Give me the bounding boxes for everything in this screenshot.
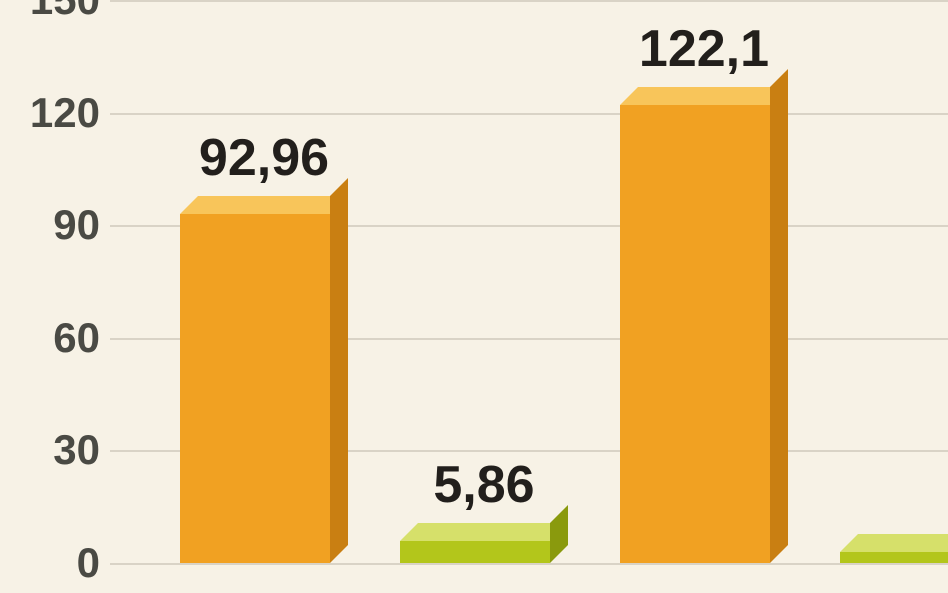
gridline [110, 0, 948, 2]
bar [400, 541, 550, 563]
bar-top [400, 523, 568, 541]
bar-side [770, 69, 788, 563]
y-tick-label: 30 [0, 426, 100, 474]
bar-front [840, 552, 948, 563]
y-tick-label: 120 [0, 89, 100, 137]
y-tick-label: 90 [0, 201, 100, 249]
y-tick-label: 150 [0, 0, 100, 24]
bar-front [180, 214, 330, 563]
gridline [110, 563, 948, 565]
bar-top [180, 196, 348, 214]
bar-chart: 92,96 5,86 122,1 0 30 60 90 120 150 [0, 0, 948, 593]
bar [620, 105, 770, 563]
bar-side [330, 178, 348, 563]
bar-front [400, 541, 550, 563]
bar-top [840, 534, 948, 552]
gridline [110, 113, 948, 115]
bar-front [620, 105, 770, 563]
bar [840, 552, 948, 563]
bar-value-label: 122,1 [574, 19, 834, 79]
plot-area: 92,96 5,86 122,1 [110, 0, 948, 563]
bar [180, 214, 330, 563]
y-tick-label: 0 [0, 539, 100, 587]
y-tick-label: 60 [0, 314, 100, 362]
bar-top [620, 87, 788, 105]
bar-value-label: 92,96 [134, 128, 394, 188]
bar-value-label: 5,86 [354, 455, 614, 515]
